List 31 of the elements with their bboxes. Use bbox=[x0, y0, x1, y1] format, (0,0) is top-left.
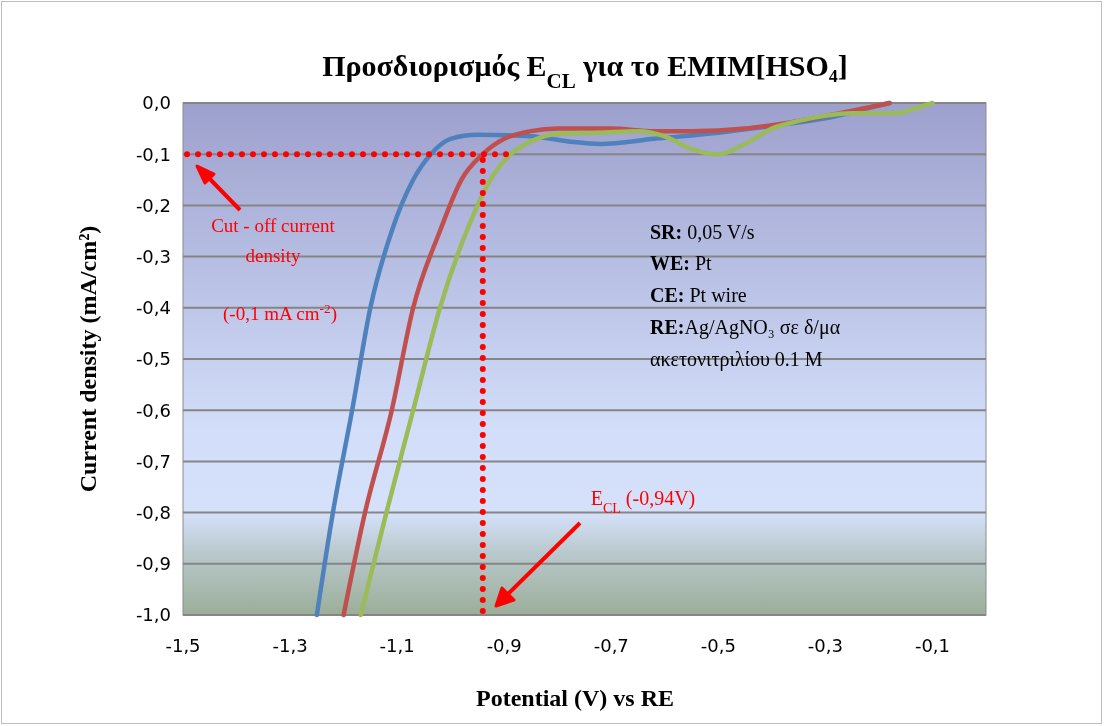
annotation: E$_{CL}$ (-0,94V) bbox=[590, 487, 696, 516]
annotation: RE:Ag/AgNO₃ σε δ/μα bbox=[650, 316, 841, 339]
y-tick-label: -0,6 bbox=[135, 399, 171, 421]
annotation: ακετονιτριλίου 0.1 M bbox=[650, 348, 823, 371]
x-tick-label: -0,7 bbox=[593, 635, 629, 656]
x-tick-label: -0,9 bbox=[486, 635, 522, 656]
annotation: WE: Pt bbox=[650, 252, 713, 274]
y-tick-label: -1,0 bbox=[135, 604, 171, 626]
annotation: CE: Pt wire bbox=[650, 284, 747, 306]
x-axis-title: Potential (V) vs RE bbox=[476, 685, 674, 711]
y-tick-label: -0,9 bbox=[135, 553, 171, 575]
y-tick-label: -0,2 bbox=[135, 194, 171, 216]
x-tick-label: -1,5 bbox=[165, 635, 201, 656]
y-tick-label: -0,4 bbox=[135, 297, 171, 319]
y-tick-label: -0,5 bbox=[135, 348, 171, 370]
x-tick-label: -0,3 bbox=[807, 635, 843, 656]
annotation: Cut - off current bbox=[211, 215, 336, 236]
x-tick-label: -1,3 bbox=[272, 635, 308, 656]
y-tick-label: -0,7 bbox=[135, 450, 171, 472]
y-tick-label: -0,8 bbox=[135, 501, 171, 523]
y-tick-label: 0,0 bbox=[142, 92, 171, 114]
x-tick-label: -0,5 bbox=[700, 635, 736, 656]
annotation: (-0,1 mA cm$^{-2}$) bbox=[223, 300, 337, 325]
y-tick-label: -0,1 bbox=[135, 143, 171, 165]
x-tick-label: -0,1 bbox=[914, 635, 951, 656]
annotation: SR: 0,05 V/s bbox=[650, 221, 755, 243]
chart-title: Προσδιορισμός E$_{CL}$ για το EMIM[HSO₄] bbox=[322, 49, 848, 93]
annotation: density bbox=[245, 245, 301, 266]
y-axis-title: Current density (mA/cm²) bbox=[75, 225, 101, 493]
x-tick-label: -1,1 bbox=[379, 635, 415, 656]
y-tick-label: -0,3 bbox=[135, 245, 171, 267]
